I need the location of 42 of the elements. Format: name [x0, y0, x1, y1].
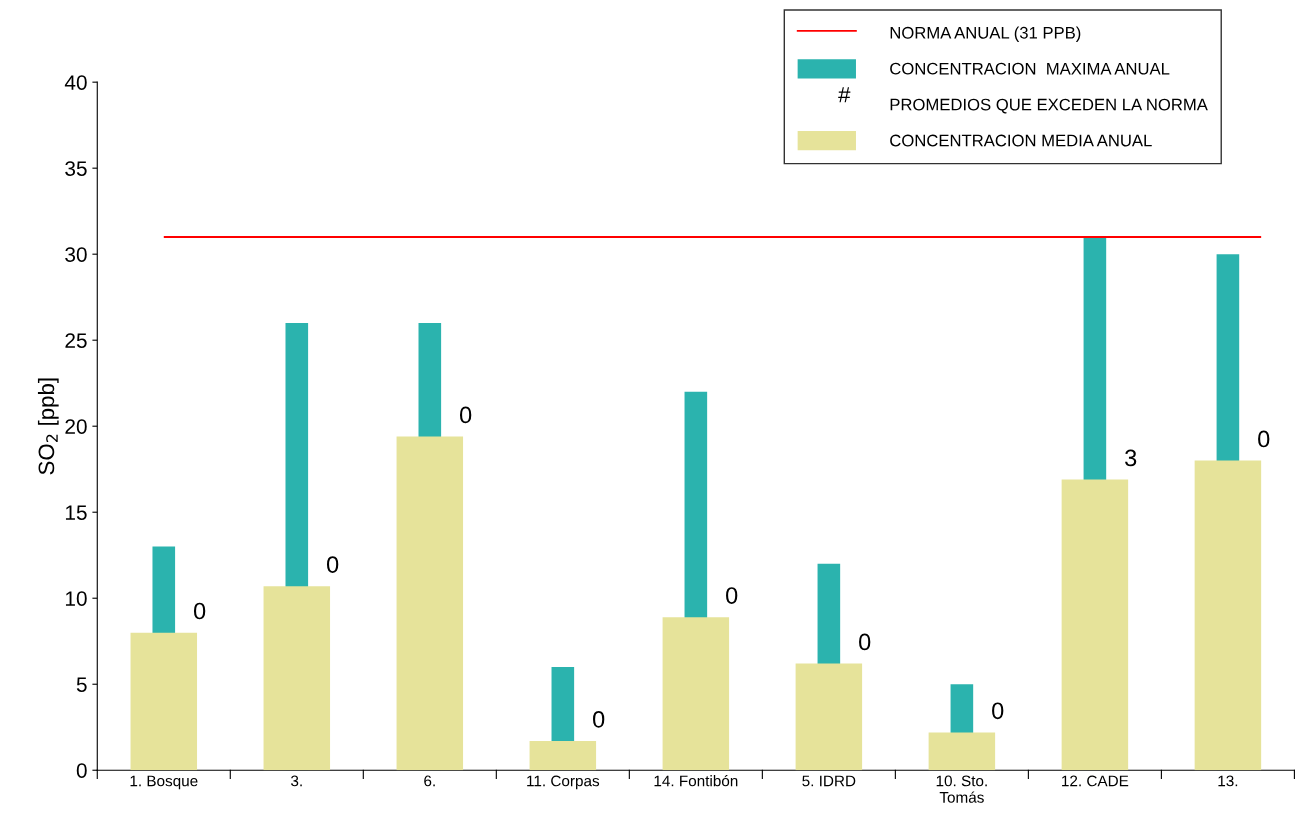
y-tick-label: 40 [64, 75, 87, 90]
annotation: 3 [1125, 449, 1137, 467]
y-tick-label: 25 [65, 333, 87, 348]
annotation: 0 [326, 556, 339, 573]
bar [130, 632, 198, 771]
x-tick-label: 6. [424, 775, 435, 787]
annotation: 0 [460, 406, 472, 424]
x-tick-label: 10. Sto. Tomás [936, 775, 987, 803]
annotation: # [838, 87, 851, 103]
y-tick-label: 15 [65, 505, 87, 520]
x-tick-label: 14. Fontibón [654, 774, 738, 787]
legend-label: NORMA ANUAL (31 PPB) [890, 26, 1081, 42]
bar [263, 586, 331, 771]
y-axis-title: SO$_{2}$ [ppb] [37, 378, 59, 475]
y-tick-label: 20 [65, 419, 87, 434]
y-tick-label: 30 [65, 247, 87, 262]
bar [396, 436, 464, 771]
bar [1194, 460, 1262, 771]
annotation: 0 [1258, 430, 1270, 448]
bar [1061, 479, 1129, 771]
y-tick-label: 0 [76, 763, 87, 778]
x-tick-label: 12. CADE [1062, 775, 1129, 787]
bar [795, 663, 863, 771]
annotation: 0 [193, 602, 206, 620]
bar [662, 617, 730, 771]
annotation: 0 [992, 702, 1004, 720]
x-tick-label: 5. IDRD [802, 775, 856, 787]
annotation: 0 [859, 633, 871, 651]
legend-label: CONCENTRACION MAXIMA ANUAL [890, 62, 1170, 75]
annotation: 0 [726, 587, 738, 604]
y-tick-label: 35 [65, 161, 87, 176]
x-tick-label: 1. Bosque [130, 775, 198, 790]
bar [928, 732, 996, 771]
x-tick-label: 11. Corpas [527, 775, 600, 790]
x-tick-label: 3. [291, 775, 302, 787]
legend-label: CONCENTRACION MEDIA ANUAL [890, 134, 1152, 147]
y-tick-label: 5 [76, 677, 87, 692]
bar [529, 741, 597, 771]
x-tick-label: 13. [1218, 775, 1238, 787]
annotation: 0 [593, 711, 605, 728]
annotation: PROMEDIOS QUE EXCEDEN LA NORMA [890, 98, 1208, 114]
y-tick-label: 10 [65, 591, 87, 606]
